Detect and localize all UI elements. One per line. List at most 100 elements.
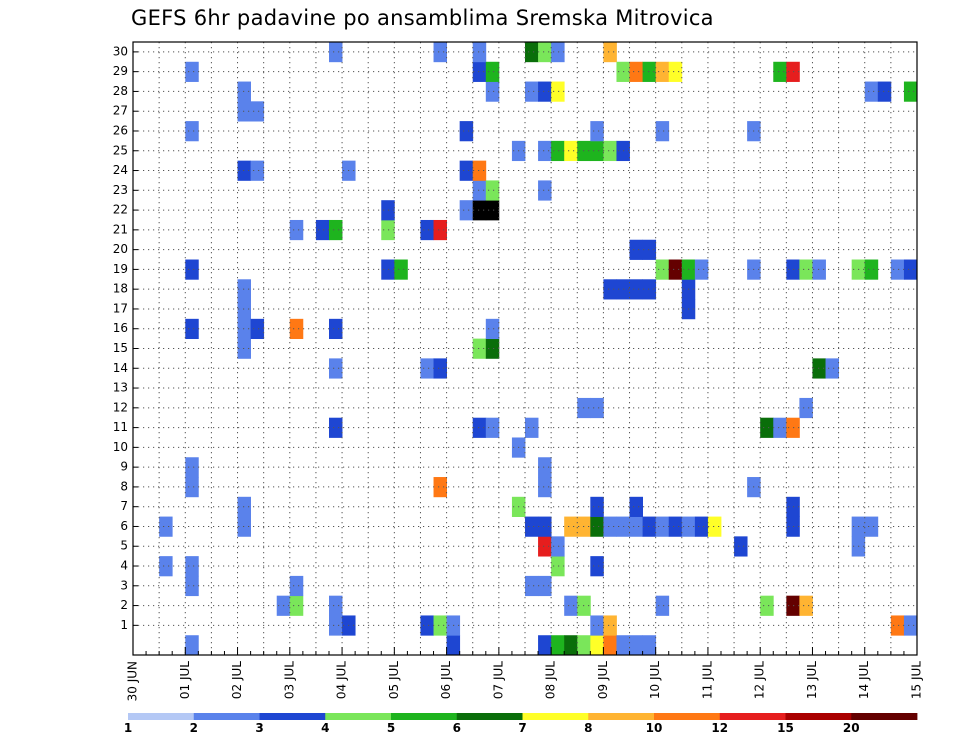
- legend-label: 4: [321, 721, 329, 735]
- heatmap-cell: [603, 140, 617, 162]
- heatmap-cell: [159, 556, 173, 577]
- heatmap-cell: [694, 259, 709, 280]
- heatmap-cell: [250, 318, 265, 340]
- legend-swatch: [522, 713, 589, 720]
- heatmap-cell: [433, 42, 447, 63]
- heatmap-cell: [538, 635, 552, 656]
- legend-label: 10: [646, 721, 663, 735]
- heatmap-cell: [590, 516, 604, 537]
- heatmap-cell: [538, 42, 552, 63]
- heatmap-cell: [538, 81, 552, 102]
- legend-label: 15: [777, 721, 794, 735]
- heatmap-cell: [590, 140, 604, 162]
- heatmap-cell: [525, 516, 539, 537]
- heatmap-cell: [564, 635, 578, 656]
- heatmap-cell: [655, 121, 670, 142]
- heatmap-cell: [538, 516, 552, 537]
- heatmap-cell: [289, 219, 304, 241]
- legend-swatch: [391, 713, 458, 720]
- legend-swatch: [128, 713, 195, 720]
- heatmap-cell: [890, 259, 905, 280]
- heatmap-cell: [551, 536, 565, 557]
- x-tick-label: 08 JUL: [544, 661, 558, 699]
- heatmap-cell: [538, 140, 552, 162]
- heatmap-cell: [485, 81, 500, 102]
- heatmap-cell: [760, 595, 774, 616]
- heatmap-cell: [433, 358, 447, 379]
- y-tick-label: 10: [113, 440, 128, 454]
- heatmap-cell: [655, 259, 670, 280]
- legend-swatch: [785, 713, 852, 720]
- heatmap-cell: [603, 516, 617, 537]
- y-tick-label: 1: [120, 618, 128, 632]
- heatmap-cell: [577, 635, 591, 656]
- legend-swatch: [193, 713, 260, 720]
- heatmap-cell: [603, 635, 617, 656]
- heatmap-cell: [185, 61, 199, 82]
- heatmap-cell: [773, 417, 787, 438]
- heatmap-cell: [642, 61, 657, 82]
- heatmap-cell: [590, 556, 604, 577]
- y-tick-label: 28: [113, 84, 128, 98]
- y-tick-label: 3: [120, 578, 128, 592]
- x-tick-label: 01 JUL: [178, 661, 192, 699]
- heatmap-cell: [538, 477, 552, 498]
- heatmap-cell: [642, 279, 657, 300]
- heatmap-cell: [329, 318, 343, 340]
- y-tick-label: 22: [113, 203, 128, 217]
- heatmap-cell: [564, 140, 578, 162]
- heatmap-cell: [237, 516, 251, 537]
- legend-swatch: [719, 713, 786, 720]
- heatmap-cell: [551, 42, 565, 63]
- legend-swatch: [259, 713, 326, 720]
- heatmap-cell: [485, 180, 500, 201]
- heatmap-cell: [864, 516, 879, 537]
- y-tick-label: 6: [120, 519, 128, 533]
- legend-label: 5: [387, 721, 395, 735]
- legend-swatch: [654, 713, 721, 720]
- heatmap-cell: [289, 575, 304, 597]
- y-tick-label: 9: [120, 460, 128, 474]
- legend-swatch: [325, 713, 392, 720]
- heatmap-cell: [394, 259, 408, 280]
- x-tick-label: 15 JUL: [910, 661, 924, 699]
- heatmap-cell: [237, 299, 251, 320]
- x-tick-label: 09 JUL: [596, 661, 610, 699]
- heatmap-cell: [185, 556, 199, 577]
- heatmap-cell: [485, 417, 500, 438]
- heatmap-cell: [472, 42, 487, 63]
- heatmap-cell: [707, 516, 722, 537]
- heatmap-cell: [825, 358, 839, 379]
- heatmap-cell: [629, 61, 643, 82]
- heatmap-cell: [538, 180, 552, 201]
- heatmap-cell: [629, 635, 643, 656]
- heatmap-cell: [760, 417, 774, 438]
- legend-label: 1: [124, 721, 132, 735]
- y-tick-label: 25: [113, 143, 128, 157]
- heatmap-cell: [525, 575, 539, 597]
- heatmap-cell: [237, 318, 251, 340]
- heatmap-cell: [734, 536, 748, 557]
- heatmap-cell: [903, 615, 918, 636]
- y-tick-label: 18: [113, 282, 128, 296]
- heatmap-cell: [773, 61, 787, 82]
- heatmap-cell: [655, 595, 670, 616]
- heatmap-cell: [864, 259, 879, 280]
- heatmap-cell: [642, 635, 657, 656]
- heatmap-cell: [864, 81, 879, 102]
- heatmap-cell: [590, 635, 604, 656]
- heatmap-cell: [629, 279, 643, 300]
- legend-label: 20: [843, 721, 860, 735]
- x-tick-label: 04 JUL: [335, 661, 349, 699]
- heatmap-cell: [185, 121, 199, 142]
- plot-frame: [132, 41, 918, 656]
- heatmap-cell: [485, 318, 500, 340]
- y-tick-label: 30: [113, 44, 128, 58]
- heatmap-cell: [668, 259, 683, 280]
- heatmap-cell: [485, 61, 500, 82]
- heatmap-cell: [538, 575, 552, 597]
- heatmap-cell: [590, 496, 604, 517]
- legend-label: 2: [190, 721, 198, 735]
- heatmap-cell: [903, 259, 918, 280]
- heatmap-cell: [551, 556, 565, 577]
